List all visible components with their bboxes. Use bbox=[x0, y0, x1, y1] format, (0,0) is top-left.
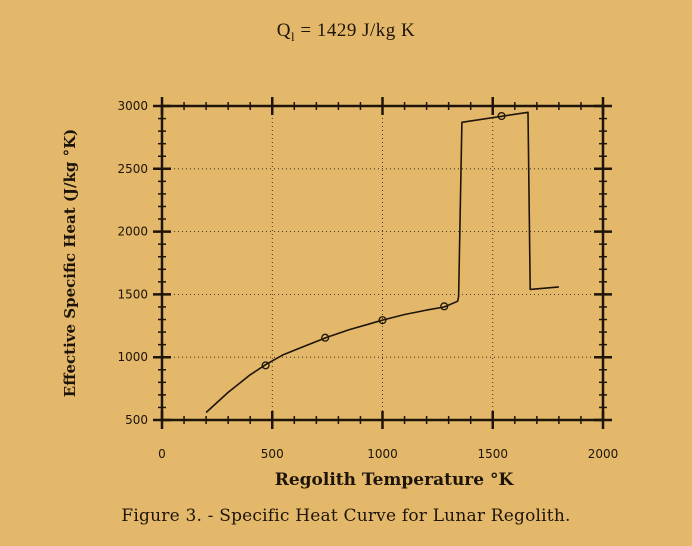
x-axis-title: Regolith Temperature °K bbox=[275, 470, 515, 490]
q-symbol: Q bbox=[276, 20, 291, 41]
y-tick-label: 3000 bbox=[117, 99, 148, 113]
x-tick-label: 0 bbox=[158, 447, 166, 461]
figure-caption: Figure 3. - Specific Heat Curve for Luna… bbox=[121, 506, 571, 526]
y-axis-title: Effective Specific Heat (J/kg °K) bbox=[61, 129, 79, 397]
specific-heat-line bbox=[205, 111, 559, 414]
y-tick-label: 1500 bbox=[117, 287, 148, 301]
y-tick-label: 2500 bbox=[117, 162, 148, 176]
data-point-marker bbox=[261, 361, 270, 370]
x-tick-label: 500 bbox=[261, 447, 284, 461]
data-point-marker bbox=[497, 111, 506, 121]
q-value: = 1429 J/kg K bbox=[300, 20, 416, 41]
data-point-marker bbox=[378, 316, 387, 325]
data-point-marker bbox=[440, 302, 449, 311]
ticks-layer bbox=[153, 97, 612, 429]
grid-layer bbox=[162, 106, 603, 420]
y-tick-label: 2000 bbox=[117, 225, 148, 239]
latent-heat-label: Ql = 1429 J/kg K bbox=[0, 20, 692, 45]
x-tick-label: 1000 bbox=[367, 447, 398, 461]
x-tick-label: 1500 bbox=[477, 447, 508, 461]
y-tick-label: 1000 bbox=[117, 350, 148, 364]
q-subscript: l bbox=[291, 28, 296, 44]
x-tick-label: 2000 bbox=[588, 447, 619, 461]
y-tick-label: 500 bbox=[125, 413, 148, 427]
tick-labels-layer: 0 500 1000 1500 2000 500 1000 1500 2000 2500 3000 bbox=[117, 99, 618, 461]
series-layer bbox=[205, 111, 559, 414]
data-point-marker bbox=[321, 333, 330, 342]
